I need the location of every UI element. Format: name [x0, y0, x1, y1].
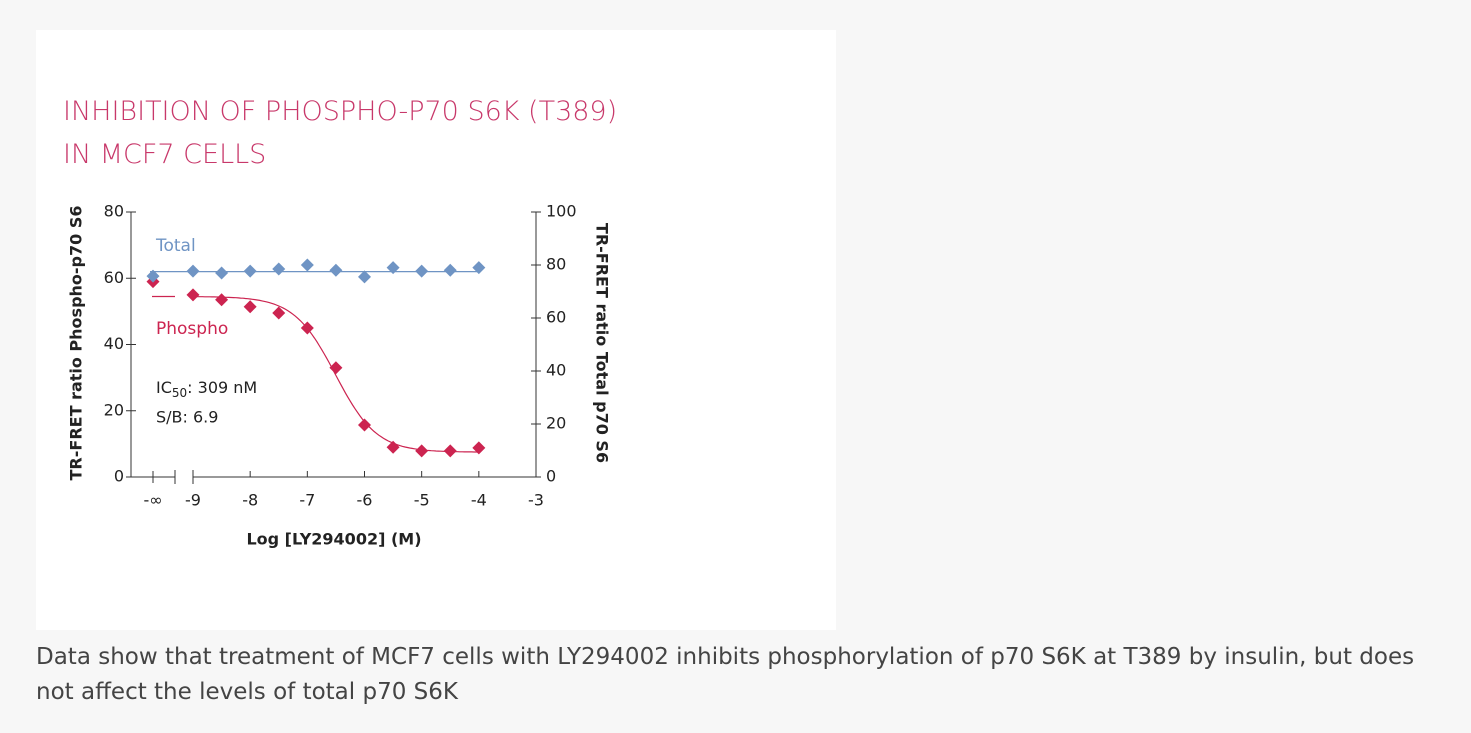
y2-tick-label: 20 — [546, 414, 566, 433]
y2-axis-label: TR-FRET ratio Total p70 S6 — [593, 223, 612, 463]
data-point — [415, 444, 429, 458]
data-point — [358, 270, 371, 284]
x-tick-label: -8 — [242, 491, 258, 510]
data-point — [472, 441, 486, 455]
x-tick-label: -5 — [414, 491, 430, 510]
data-point — [329, 361, 343, 375]
ic50-annotation: IC50: 309 nM — [156, 378, 257, 400]
ic50-value: : 309 nM — [187, 378, 257, 397]
ic50-subscript: 50 — [172, 386, 187, 400]
caption: Data show that treatment of MCF7 cells w… — [36, 644, 1415, 705]
data-point — [386, 440, 400, 454]
y2-tick-label: 100 — [546, 202, 577, 221]
data-point — [443, 263, 457, 277]
series-label: Phospho — [156, 319, 228, 339]
data-point — [329, 263, 343, 277]
data-point — [472, 261, 486, 275]
data-point — [358, 418, 371, 432]
x-tick-label: -∞ — [143, 491, 162, 510]
card — [36, 30, 836, 630]
y-tick-label: 80 — [104, 202, 124, 221]
y2-tick-label: 40 — [546, 361, 566, 380]
x-tick-label: -3 — [528, 491, 544, 510]
y-tick-label: 0 — [114, 467, 124, 486]
chart-title: IN MCF7 CELLS — [63, 139, 266, 170]
data-point — [272, 306, 286, 320]
x-tick-label: -7 — [299, 491, 315, 510]
y-axis-label: TR-FRET ratio Phospho-p70 S6 — [67, 206, 86, 481]
fit-curve — [193, 296, 479, 453]
data-point — [243, 264, 257, 278]
series-label: Total — [155, 236, 196, 256]
data-point — [386, 261, 400, 275]
sb-annotation: S/B: 6.9 — [156, 408, 218, 427]
data-point — [300, 258, 314, 272]
x-tick-label: -4 — [471, 491, 487, 510]
data-point — [215, 266, 229, 280]
data-point — [146, 269, 160, 283]
y2-tick-label: 80 — [546, 255, 566, 274]
data-point — [243, 300, 257, 314]
x-tick-label: -9 — [185, 491, 201, 510]
x-tick-label: -6 — [357, 491, 373, 510]
y-tick-label: 60 — [104, 268, 124, 287]
data-point — [186, 264, 200, 278]
data-point — [443, 444, 457, 458]
data-point — [272, 262, 286, 276]
data-point — [215, 293, 229, 307]
y-tick-label: 40 — [104, 334, 124, 353]
chart-title: INHIBITION OF PHOSPHO-P70 S6K (T389) — [63, 96, 617, 127]
data-point — [300, 321, 314, 335]
x-axis-label: Log [LY294002] (M) — [246, 530, 421, 549]
chart: INHIBITION OF PHOSPHO-P70 S6K (T389) IN … — [36, 30, 836, 630]
data-point — [415, 264, 429, 278]
y-tick-label: 20 — [104, 400, 124, 419]
y2-tick-label: 0 — [546, 467, 556, 486]
ic50-text: IC — [156, 378, 172, 397]
y2-tick-label: 60 — [546, 308, 566, 327]
data-point — [186, 288, 200, 302]
